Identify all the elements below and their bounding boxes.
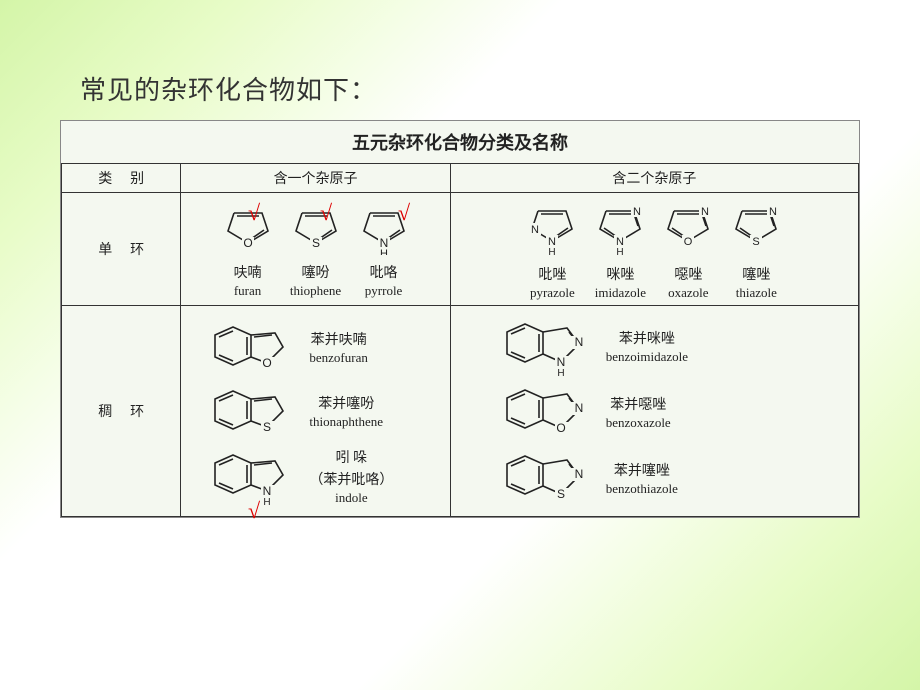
- mono-two-compound: S N 噻唑 thiazole: [728, 197, 784, 301]
- ring5-icon: S: [288, 199, 344, 255]
- compound-cn: 咪唑: [592, 264, 648, 284]
- fused5-2-icon: S N: [497, 446, 592, 508]
- compound-cn2: （苯并吡咯）: [309, 469, 393, 489]
- compound-en: benzothiazole: [606, 481, 678, 497]
- fused-one-compound: S 苯并噻吩 thionaphthene: [187, 381, 443, 441]
- compound-cn: 苯并噻吩: [309, 393, 383, 413]
- svg-text:N: N: [633, 206, 641, 218]
- mono-row: 单环 O 呋喃 furan S 噻吩 thiophene N H 吡咯 pyrr…: [62, 193, 859, 306]
- svg-text:H: H: [264, 497, 271, 505]
- fused5-2-icon: N N H: [497, 314, 592, 376]
- compound-cn: 噁唑: [660, 264, 716, 284]
- svg-text:N: N: [263, 484, 272, 498]
- svg-text:N: N: [574, 335, 583, 349]
- svg-text:H: H: [380, 248, 388, 255]
- fused-one-compound: O 苯并呋喃 benzofuran: [187, 317, 443, 377]
- compound-en: thiophene: [288, 283, 344, 299]
- compound-cn: 苯并噁唑: [606, 394, 671, 414]
- compound-en: pyrrole: [356, 283, 412, 299]
- mono-two-compound: N N H 咪唑 imidazole: [592, 197, 648, 301]
- page-heading: 常见的杂环化合物如下：: [80, 70, 377, 107]
- fused-two-cell: N N H 苯并咪唑 benzoimidazole O N 苯并噁唑 benzo…: [450, 306, 858, 517]
- compound-cn: 吡咯: [356, 262, 412, 282]
- svg-text:H: H: [617, 247, 624, 257]
- svg-text:N: N: [574, 401, 583, 415]
- mono-two-compound: N N H 吡唑 pyrazole: [524, 197, 580, 301]
- ring5-2-icon: N N H: [592, 197, 648, 257]
- compound-en: thionaphthene: [309, 414, 383, 430]
- compound-en: oxazole: [660, 285, 716, 301]
- classification-table: 类别 含一个杂原子 含二个杂原子 单环 O 呋喃 furan S 噻吩 thio…: [61, 163, 859, 517]
- mono-label: 单环: [62, 193, 181, 306]
- check-mark-icon: √: [248, 200, 260, 226]
- svg-text:O: O: [243, 236, 252, 250]
- fused-two-compound: O N 苯并噁唑 benzoxazole: [457, 380, 852, 442]
- svg-text:N: N: [701, 206, 709, 218]
- svg-text:N: N: [556, 355, 565, 369]
- fused-label: 稠环: [62, 306, 181, 517]
- header-one-hetero: 含一个杂原子: [181, 164, 450, 193]
- svg-text:N: N: [769, 206, 777, 218]
- fused-one-compound: N H 吲 哚 （苯并吡咯） indole: [187, 445, 443, 506]
- ring5-2-icon: N N H: [524, 197, 580, 257]
- compound-table: 五元杂环化合物分类及名称 类别 含一个杂原子 含二个杂原子 单环 O 呋喃 fu…: [60, 120, 860, 518]
- compound-en: benzoxazole: [606, 415, 671, 431]
- svg-text:S: S: [312, 236, 320, 250]
- svg-text:H: H: [557, 368, 564, 376]
- svg-text:S: S: [557, 487, 565, 501]
- svg-text:O: O: [556, 421, 565, 435]
- svg-text:N: N: [574, 467, 583, 481]
- compound-en: pyrazole: [524, 285, 580, 301]
- header-two-hetero: 含二个杂原子: [450, 164, 858, 193]
- ring5-2-icon: S N: [728, 197, 784, 257]
- compound-en: indole: [309, 490, 393, 506]
- compound-cn: 呋喃: [220, 262, 276, 282]
- ring5-2-icon: O N: [660, 197, 716, 257]
- fused5-icon: N H: [205, 445, 295, 505]
- compound-en: thiazole: [728, 285, 784, 301]
- fused5-icon: S: [205, 381, 295, 441]
- compound-cn: 苯并咪唑: [606, 328, 688, 348]
- check-mark-icon: √: [320, 200, 332, 226]
- svg-text:O: O: [684, 236, 693, 248]
- compound-cn: 吲 哚: [309, 447, 393, 467]
- fused-row: 稠环 O 苯并呋喃 benzofuran S 苯并噻吩 thion: [62, 306, 859, 517]
- mono-two-compound: O N 噁唑 oxazole: [660, 197, 716, 301]
- svg-text:N: N: [531, 224, 539, 236]
- svg-text:H: H: [549, 247, 556, 257]
- fused-two-compound: N N H 苯并咪唑 benzoimidazole: [457, 314, 852, 376]
- mono-one-compound: S 噻吩 thiophene: [288, 199, 344, 299]
- mono-two-cell: N N H 吡唑 pyrazole N N H 咪唑 imidazole O N…: [450, 193, 858, 306]
- fused-two-compound: S N 苯并噻唑 benzothiazole: [457, 446, 852, 508]
- fused-one-cell: O 苯并呋喃 benzofuran S 苯并噻吩 thionaphthene: [181, 306, 450, 517]
- compound-cn: 噻吩: [288, 262, 344, 282]
- svg-text:S: S: [753, 236, 760, 248]
- fused5-icon: O: [205, 317, 295, 377]
- table-title: 五元杂环化合物分类及名称: [61, 121, 859, 163]
- compound-cn: 苯并噻唑: [606, 460, 678, 480]
- header-row: 类别 含一个杂原子 含二个杂原子: [62, 164, 859, 193]
- header-category: 类别: [62, 164, 181, 193]
- compound-en: benzoimidazole: [606, 349, 688, 365]
- compound-cn: 苯并呋喃: [309, 329, 367, 349]
- fused5-2-icon: O N: [497, 380, 592, 442]
- compound-en: imidazole: [592, 285, 648, 301]
- check-mark-icon: √: [398, 200, 410, 226]
- check-mark-icon: √: [248, 498, 260, 524]
- svg-text:S: S: [263, 420, 271, 434]
- compound-cn: 吡唑: [524, 264, 580, 284]
- compound-en: benzofuran: [309, 350, 367, 366]
- svg-text:O: O: [263, 356, 272, 370]
- compound-cn: 噻唑: [728, 264, 784, 284]
- compound-en: furan: [220, 283, 276, 299]
